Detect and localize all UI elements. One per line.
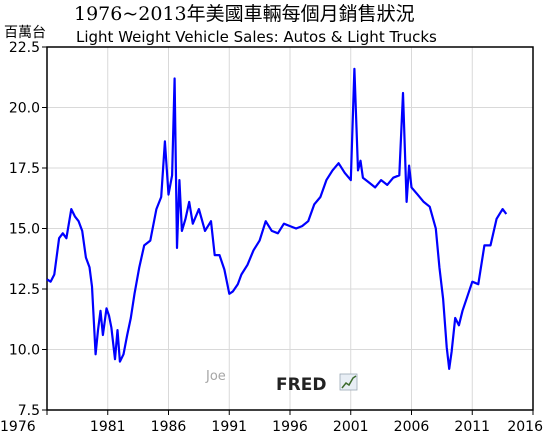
y-tick-label: 12.5 <box>9 282 40 298</box>
y-tick-label: 7.5 <box>18 403 40 419</box>
x-tick-label: 1996 <box>272 419 308 435</box>
series-line-vehicle-sales <box>46 67 508 370</box>
x-tick-label: 2001 <box>333 419 369 435</box>
chart-subtitle: Light Weight Vehicle Sales: Autos & Ligh… <box>76 28 437 46</box>
y-tick-label: 17.5 <box>9 161 40 177</box>
y-tick-label: 20.0 <box>9 101 40 117</box>
grid-lines <box>47 47 533 410</box>
x-tick-label: 2006 <box>394 419 430 435</box>
x-tick-label: 1981 <box>90 419 126 435</box>
y-tick-label: 10.0 <box>9 343 40 359</box>
y-tick-label: 22.5 <box>9 40 40 56</box>
fred-logo: FRED <box>276 373 358 395</box>
author-signature: Joe <box>205 369 226 384</box>
y-tick-label: 15.0 <box>9 222 40 238</box>
y-axis-unit-label: 百萬台 <box>4 25 46 41</box>
x-tick-label: 1976 <box>0 419 36 435</box>
x-axis-ticks: 1976 1981 1986 1991 1996 2001 2006 2011 2016 <box>0 410 543 435</box>
fred-logo-text: FRED <box>276 375 326 395</box>
x-tick-label: 1986 <box>151 419 187 435</box>
series-group <box>46 67 508 370</box>
fred-graph-icon <box>339 373 358 391</box>
x-tick-label: 2011 <box>454 419 490 435</box>
x-tick-label: 1991 <box>211 419 247 435</box>
x-tick-label: 2016 <box>507 419 543 435</box>
chart-title: 1976~2013年美國車輛每個月銷售狀況 <box>74 3 415 25</box>
y-axis-ticks: 7.5 10.0 12.5 15.0 17.5 20.0 22.5 <box>9 40 47 419</box>
